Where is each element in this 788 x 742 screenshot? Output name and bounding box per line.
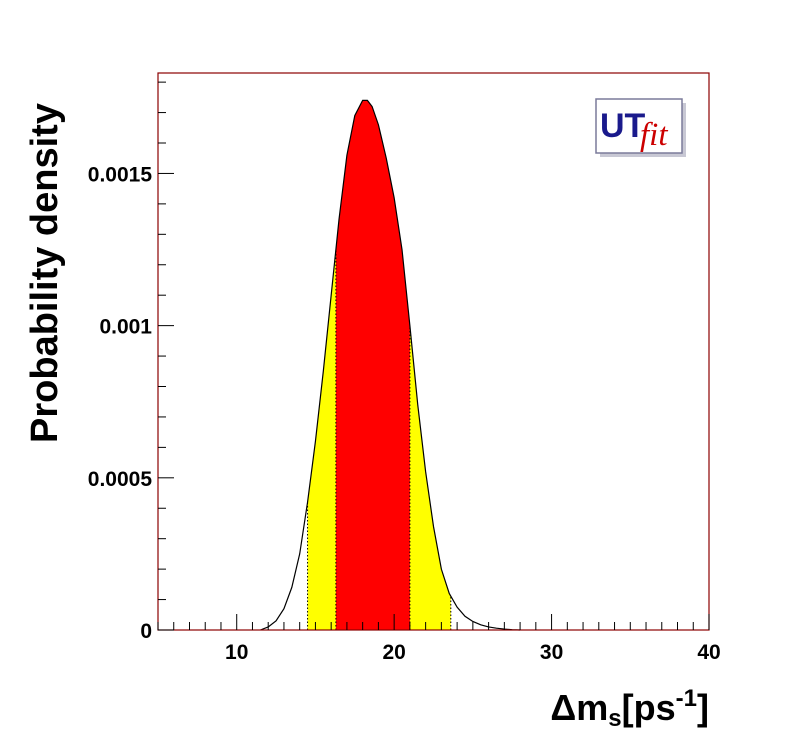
logo-text-ut: UT xyxy=(600,107,646,145)
x-tick-label: 10 xyxy=(225,641,248,664)
interval-fill-2 xyxy=(335,100,410,630)
x-axis-title-subscript: s xyxy=(608,705,621,732)
x-tick-label: 40 xyxy=(697,641,720,664)
axis-ticks xyxy=(157,81,710,631)
plot-frame xyxy=(157,72,710,631)
utfit-logo: UT fit xyxy=(595,98,686,157)
y-tick-label: 0.0015 xyxy=(88,163,153,186)
tick-labels: 10 20 30 40 0 0.0005 0.001 0.0015 xyxy=(88,163,721,664)
credible-interval-fills xyxy=(307,100,451,630)
x-tick-label: 20 xyxy=(382,641,405,664)
y-tick-label: 0.001 xyxy=(99,316,152,339)
x-axis-title-prefix: Δm xyxy=(550,687,608,728)
y-tick-label: 0.0005 xyxy=(88,468,153,491)
y-tick-label: 0 xyxy=(140,620,152,643)
x-axis-title-unit: [ps xyxy=(622,687,676,728)
y-axis-title: Probability density xyxy=(24,103,66,443)
logo-box xyxy=(595,98,683,154)
interval-boundary-lines xyxy=(307,249,452,630)
x-axis-title-superscript: -1 xyxy=(676,685,697,712)
x-axis-title: Δms[ps-1] xyxy=(550,685,709,732)
probability-density-curve xyxy=(260,99,521,631)
x-tick-label: 30 xyxy=(540,641,563,664)
logo-text-fit: fit xyxy=(640,117,668,153)
x-axis-title-suffix: ] xyxy=(697,687,709,728)
